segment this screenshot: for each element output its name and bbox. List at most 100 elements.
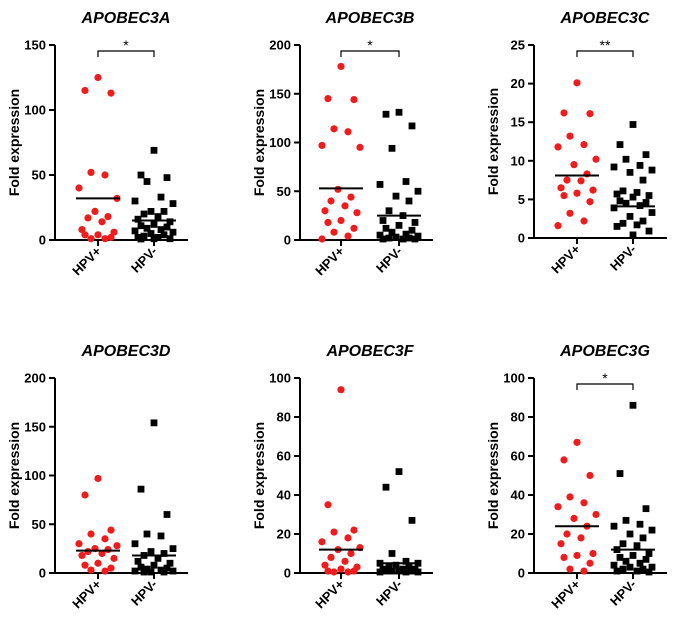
y-tick-label: 25 xyxy=(511,38,525,53)
data-point-hpv-pos xyxy=(347,549,355,558)
data-point-hpv-neg xyxy=(629,193,637,201)
data-point-hpv-neg xyxy=(147,230,155,237)
y-tick-label: 60 xyxy=(277,449,291,464)
data-point-hpv-neg xyxy=(382,483,390,491)
significance-bracket xyxy=(97,50,155,57)
data-point-hpv-neg xyxy=(388,550,396,557)
data-point-hpv-pos xyxy=(580,140,588,149)
y-tick-label: 100 xyxy=(269,135,291,150)
data-point-hpv-pos xyxy=(350,526,358,534)
data-point-hpv-neg xyxy=(382,110,390,118)
panel-title: APOBEC3D xyxy=(81,343,171,360)
y-tick-label: 60 xyxy=(511,449,525,464)
significance-bracket xyxy=(576,383,634,390)
data-point-hpv-pos xyxy=(586,110,594,118)
data-point-hpv-pos xyxy=(78,226,86,234)
data-point-hpv-pos xyxy=(87,530,95,538)
data-point-hpv-neg xyxy=(137,485,145,493)
data-point-hpv-neg xyxy=(388,228,396,236)
data-point-hpv-pos xyxy=(554,143,562,151)
panel-apobec3d: APOBEC3D Fold expression 0 50 100 150 200 HPV+ H… xyxy=(6,343,188,611)
y-tick-label: 50 xyxy=(32,168,46,183)
data-point-hpv-pos xyxy=(330,125,338,133)
data-point-hpv-neg xyxy=(648,563,656,571)
data-point-hpv-neg xyxy=(402,230,410,238)
data-point-hpv-neg xyxy=(150,419,158,427)
data-point-hpv-pos xyxy=(566,132,574,140)
data-point-hpv-neg xyxy=(633,567,641,575)
data-point-hpv-neg xyxy=(616,141,624,148)
y-tick-label: 20 xyxy=(511,527,525,542)
data-point-hpv-neg xyxy=(636,520,644,528)
data-point-hpv-neg xyxy=(382,224,390,232)
data-point-hpv-pos xyxy=(87,566,95,574)
data-point-hpv-pos xyxy=(84,214,92,222)
data-point-hpv-pos xyxy=(560,191,568,200)
data-point-hpv-pos xyxy=(324,567,332,575)
data-point-hpv-neg xyxy=(131,540,139,548)
data-point-hpv-pos xyxy=(347,193,355,201)
data-point-hpv-neg xyxy=(131,227,139,235)
y-axis-label: Fold expression xyxy=(251,422,267,529)
panel-apobec3c: APOBEC3C Fold expression 0 5 10 15 20 25 HPV+ HPV… xyxy=(485,10,667,276)
data-point-hpv-neg xyxy=(610,163,618,171)
data-point-hpv-pos xyxy=(87,168,95,176)
data-point-hpv-neg xyxy=(399,235,407,243)
y-tick-label: 40 xyxy=(511,488,525,503)
data-point-hpv-neg xyxy=(166,235,174,243)
data-point-hpv-pos xyxy=(101,171,109,179)
data-point-hpv-neg xyxy=(629,401,637,409)
y-tick-label: 0 xyxy=(518,231,525,246)
data-point-hpv-pos xyxy=(586,471,594,480)
x-category-label: HPV+ xyxy=(312,576,347,611)
y-tick-label: 0 xyxy=(39,233,46,248)
data-point-hpv-pos xyxy=(356,143,364,151)
data-point-hpv-neg xyxy=(402,557,410,565)
y-tick-label: 20 xyxy=(277,527,291,542)
data-point-hpv-neg xyxy=(402,568,410,576)
y-tick-label: 50 xyxy=(277,184,291,199)
data-point-hpv-neg xyxy=(622,557,630,565)
data-point-hpv-pos xyxy=(318,235,326,243)
y-tick-label: 0 xyxy=(39,566,46,581)
data-point-hpv-neg xyxy=(645,568,653,576)
data-point-hpv-neg xyxy=(639,534,647,542)
data-point-hpv-neg xyxy=(636,559,644,567)
data-point-hpv-neg xyxy=(414,187,422,195)
data-point-hpv-pos xyxy=(563,530,571,538)
data-point-hpv-neg xyxy=(642,505,650,513)
data-point-hpv-pos xyxy=(107,233,115,241)
data-point-hpv-neg xyxy=(163,511,171,518)
data-point-hpv-pos xyxy=(557,540,565,548)
data-point-hpv-neg xyxy=(642,151,650,159)
data-point-hpv-pos xyxy=(110,228,118,236)
data-point-hpv-pos xyxy=(324,95,332,103)
data-point-hpv-pos xyxy=(592,510,600,519)
y-axis-label: Fold expression xyxy=(251,89,267,196)
data-point-hpv-pos xyxy=(557,184,565,192)
data-point-hpv-neg xyxy=(169,228,177,236)
data-point-hpv-neg xyxy=(379,235,387,243)
data-point-hpv-pos xyxy=(554,503,562,511)
data-point-hpv-pos xyxy=(573,79,581,87)
data-point-hpv-neg xyxy=(157,226,165,233)
data-point-hpv-neg xyxy=(642,199,650,206)
y-tick-label: 80 xyxy=(511,410,525,425)
data-point-hpv-neg xyxy=(392,192,400,200)
data-point-hpv-neg xyxy=(616,197,624,205)
data-point-hpv-pos xyxy=(566,209,574,217)
data-point-hpv-neg xyxy=(385,207,393,215)
data-point-hpv-pos xyxy=(570,161,578,169)
data-point-hpv-pos xyxy=(570,514,578,523)
data-point-hpv-pos xyxy=(341,202,349,210)
data-point-hpv-pos xyxy=(113,542,121,550)
data-point-hpv-neg xyxy=(405,563,413,571)
data-point-hpv-pos xyxy=(560,456,568,464)
data-point-hpv-neg xyxy=(626,168,634,176)
y-tick-label: 150 xyxy=(269,86,291,101)
data-point-hpv-neg xyxy=(157,193,165,201)
data-point-hpv-neg xyxy=(408,567,416,575)
data-point-hpv-neg xyxy=(163,564,171,572)
data-point-hpv-neg xyxy=(395,567,403,575)
data-point-hpv-pos xyxy=(592,155,600,163)
